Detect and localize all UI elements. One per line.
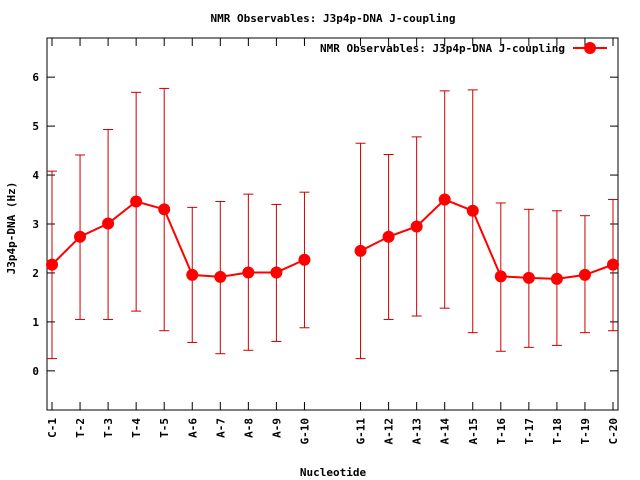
plot-border — [46, 37, 619, 411]
data-point — [354, 244, 367, 257]
x-tick-label: A-9 — [270, 418, 283, 438]
x-axis: C-1 T-2 T-3 T-4 T-5 A-6 A-7 A-8 A-9 G-10 G-11 A-12 A… — [46, 38, 620, 445]
data-point — [522, 271, 535, 284]
x-tick-label: C-1 — [46, 418, 59, 438]
x-tick-label: T-18 — [551, 418, 564, 445]
x-tick-label: A-13 — [411, 418, 424, 445]
x-tick-label: C-20 — [607, 418, 620, 445]
x-axis-label: Nucleotide — [300, 466, 367, 479]
x-tick-label: A-8 — [242, 418, 255, 438]
data-point — [186, 268, 199, 281]
data-point — [607, 258, 619, 271]
chart-title: NMR Observables: J3p4p-DNA J-coupling — [210, 12, 455, 25]
legend: NMR Observables: J3p4p-DNA J-coupling — [320, 42, 607, 55]
data-point — [158, 203, 171, 216]
series-lines — [51, 198, 614, 280]
data-points — [46, 193, 619, 285]
data-point — [102, 217, 115, 230]
data-point — [438, 193, 451, 206]
y-axis-label: J3p4p-DNA (Hz) — [5, 182, 18, 275]
error-bars — [47, 87, 618, 360]
series-line — [51, 200, 305, 278]
data-point — [550, 272, 563, 285]
x-tick-label: T-19 — [579, 418, 592, 445]
data-point — [494, 270, 507, 283]
x-tick-label: T-5 — [158, 418, 171, 438]
data-point — [298, 253, 311, 266]
y-tick-label: 5 — [32, 120, 39, 133]
y-tick-label: 3 — [32, 218, 39, 231]
x-tick-label: T-3 — [102, 418, 115, 438]
data-point — [382, 230, 395, 243]
data-point — [130, 195, 143, 208]
y-axis: 0 1 2 3 4 5 6 — [32, 71, 618, 378]
x-tick-label: T-2 — [74, 418, 87, 438]
data-point — [214, 270, 227, 283]
plot-frame — [46, 37, 619, 411]
data-point — [410, 220, 423, 233]
y-tick-label: 0 — [32, 365, 39, 378]
series-line — [360, 198, 614, 280]
y-tick-label: 6 — [32, 71, 39, 84]
x-tick-label: A-7 — [214, 418, 227, 438]
x-tick-label: G-11 — [355, 418, 368, 445]
x-tick-label: T-16 — [495, 418, 508, 445]
y-tick-label: 1 — [32, 316, 39, 329]
y-tick-label: 4 — [32, 169, 39, 182]
x-tick-label: A-14 — [439, 418, 452, 445]
x-tick-label: T-17 — [523, 418, 536, 445]
data-point — [242, 266, 255, 279]
data-point — [578, 268, 591, 281]
y-tick-label: 2 — [32, 267, 39, 280]
data-point — [466, 204, 479, 217]
x-tick-label: A-15 — [467, 418, 480, 445]
x-tick-label: T-4 — [130, 418, 143, 438]
data-point — [46, 258, 58, 271]
legend-marker — [584, 42, 596, 54]
legend-label: NMR Observables: J3p4p-DNA J-coupling — [320, 42, 565, 55]
x-tick-label: G-10 — [298, 418, 311, 445]
data-point — [270, 266, 283, 279]
x-tick-label: A-12 — [383, 418, 396, 445]
data-point — [74, 230, 87, 243]
x-tick-label: A-6 — [186, 418, 199, 438]
